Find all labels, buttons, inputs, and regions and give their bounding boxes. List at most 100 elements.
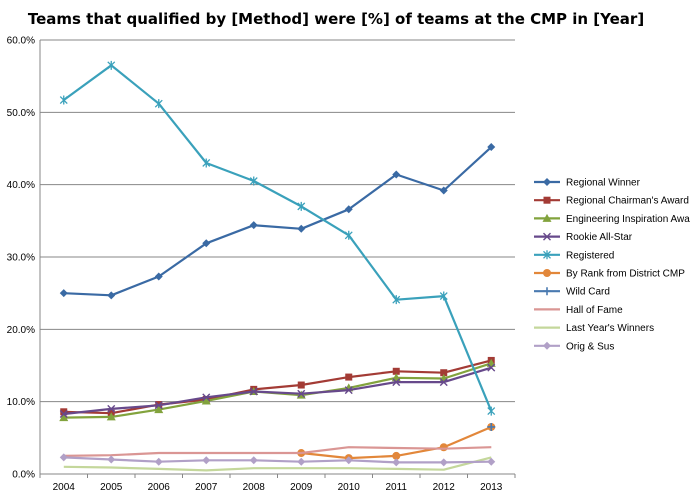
legend-entry: By Rank from District CMP: [534, 269, 685, 280]
data-point: [392, 378, 401, 387]
legend-label: By Rank from District CMP: [566, 269, 685, 280]
y-tick-label: 30.0%: [7, 253, 35, 264]
data-point: [344, 456, 353, 465]
y-axis: 0.0% 10.0% 20.0% 30.0% 40.0% 50.0% 60.0%: [7, 36, 41, 481]
data-point: [202, 239, 211, 248]
data-point: [392, 295, 401, 305]
data-point: [297, 389, 306, 398]
data-point: [154, 272, 163, 281]
data-point: [392, 451, 401, 460]
x-tick-label: 2008: [243, 482, 266, 493]
data-point: [154, 99, 163, 109]
legend-label: Wild Card: [566, 287, 610, 298]
data-point: [487, 406, 496, 416]
data-point: [202, 393, 211, 402]
legend-entry: Orig & Sus: [534, 341, 614, 352]
data-point: [487, 363, 496, 372]
data-point: [106, 412, 116, 421]
y-tick-label: 10.0%: [7, 397, 35, 408]
legend-label: Regional Chairman's Award: [566, 196, 689, 207]
x-tick-label: 2007: [195, 482, 218, 493]
data-point: [297, 381, 305, 389]
legend-marker: [543, 287, 551, 296]
data-point: [345, 373, 353, 381]
x-tick-label: 2010: [338, 482, 361, 493]
x-tick-label: 2004: [53, 482, 76, 493]
data-point: [439, 186, 448, 195]
data-point: [59, 289, 68, 298]
data-point: [154, 457, 163, 466]
chart-title: Teams that qualified by [Method] were [%…: [28, 10, 644, 28]
series-line: [63, 359, 492, 415]
legend-marker: [543, 269, 551, 277]
data-point: [107, 60, 116, 70]
plot-area: [59, 60, 496, 472]
legend-entry: Regional Chairman's Award: [534, 196, 689, 207]
data-point: [249, 176, 258, 186]
data-point: [392, 458, 401, 467]
legend-marker: [543, 232, 551, 241]
data-point: [249, 221, 258, 230]
legend-marker: [543, 196, 551, 204]
series-6: [487, 422, 496, 431]
series-line: [63, 456, 492, 472]
data-point: [59, 413, 69, 422]
legend: Regional Winner Regional Chairman's Award…: [534, 178, 690, 352]
legend-label: Hall of Fame: [566, 305, 623, 316]
legend-label: Registered: [566, 250, 614, 261]
data-point: [487, 143, 496, 152]
data-point: [59, 95, 68, 105]
data-point: [344, 386, 353, 395]
y-tick-label: 50.0%: [7, 108, 35, 119]
gridlines: [40, 39, 515, 403]
data-point: [202, 456, 211, 465]
data-point: [202, 158, 211, 168]
legend-entry: Rookie All-Star: [534, 232, 633, 243]
x-tick-label: 2013: [480, 482, 503, 493]
data-point: [201, 396, 211, 405]
x-tick-label: 2012: [433, 482, 456, 493]
series-4: [59, 60, 496, 416]
series-line: [63, 446, 492, 457]
data-point: [439, 291, 448, 301]
data-point: [59, 409, 68, 418]
y-tick-label: 20.0%: [7, 325, 35, 336]
series-5: [297, 422, 496, 463]
series-0: [59, 143, 496, 300]
data-point: [487, 457, 496, 466]
data-point: [60, 408, 68, 416]
data-point: [154, 401, 163, 410]
series-line: [63, 64, 493, 412]
y-tick-label: 60.0%: [7, 36, 35, 47]
data-point: [344, 230, 353, 240]
legend-label: Last Year's Winners: [566, 323, 654, 334]
data-point: [439, 378, 448, 387]
data-point: [392, 367, 400, 375]
data-point: [392, 170, 401, 179]
data-point: [440, 369, 448, 377]
data-point: [59, 453, 68, 462]
legend-marker: [543, 250, 551, 260]
data-point: [297, 201, 306, 211]
data-point: [487, 422, 496, 431]
y-tick-label: 0.0%: [12, 470, 35, 481]
series-7: [63, 446, 492, 457]
legend-entry: Wild Card: [534, 287, 610, 298]
x-tick-label: 2011: [385, 482, 407, 493]
legend-marker: [542, 213, 552, 222]
legend-marker: [543, 341, 551, 350]
legend-entry: Registered: [534, 250, 614, 261]
legend-label: Regional Winner: [566, 178, 641, 189]
data-point: [249, 387, 258, 396]
data-point: [249, 456, 258, 465]
data-point: [107, 291, 116, 300]
legend-entry: Last Year's Winners: [534, 323, 654, 334]
series-3: [59, 363, 496, 418]
series-line: [63, 146, 493, 297]
data-point: [344, 205, 353, 214]
y-tick-label: 40.0%: [7, 180, 35, 191]
series-8: [63, 456, 492, 472]
series-9: [59, 453, 496, 467]
legend-label: Engineering Inspiration Award: [566, 214, 690, 225]
